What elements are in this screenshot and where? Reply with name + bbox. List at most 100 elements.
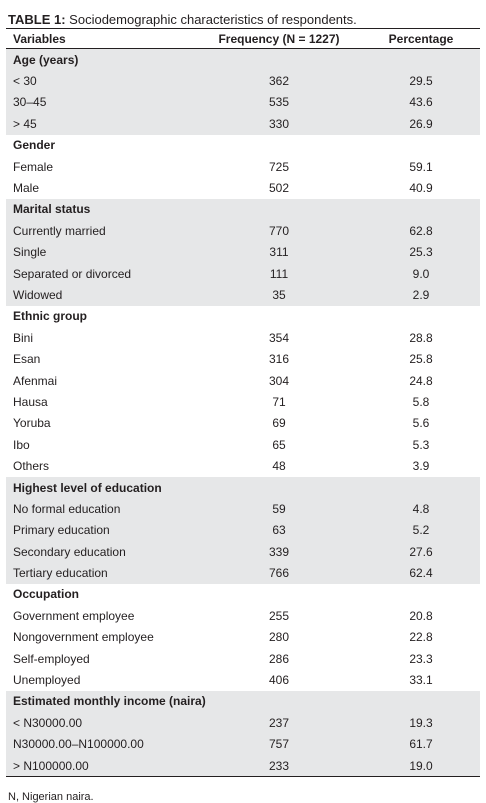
row-frequency: 280: [268, 630, 290, 645]
row-percentage: 23.3: [409, 651, 433, 666]
table-row: Afenmai 304 24.8: [6, 370, 480, 391]
row-percentage: 5.3: [412, 437, 430, 452]
table-row: < 30 362 29.5: [6, 70, 480, 92]
row-frequency: 233: [196, 754, 362, 778]
row-frequency: 255: [268, 608, 290, 623]
table-caption: TABLE 1: Sociodemographic characteristic…: [6, 12, 480, 28]
table-row: Esan 316 25.8: [6, 348, 480, 369]
section-title: Gender: [13, 138, 56, 153]
row-percentage: 27.6: [362, 540, 480, 563]
table-row: No formal education 59 4.8: [6, 498, 480, 520]
table-row: Government employee 255 20.8: [6, 605, 480, 626]
row-label: < 30: [6, 70, 196, 92]
section-title: Estimated monthly income (naira): [6, 690, 480, 713]
table-row: Single 311 25.3: [6, 241, 480, 263]
row-label: > 45: [6, 113, 196, 135]
row-percentage: 33.1: [409, 673, 433, 688]
row-frequency: 766: [196, 562, 362, 584]
section-title: Age (years): [6, 48, 480, 71]
row-frequency: 59: [196, 498, 362, 520]
row-percentage: 24.8: [409, 373, 433, 388]
row-label: Single: [6, 241, 196, 263]
table-row: 30–45 535 43.6: [6, 91, 480, 114]
table-row: N30000.00–N100000.00 757 61.7: [6, 733, 480, 755]
row-frequency: 69: [272, 416, 286, 431]
row-label: Ibo: [13, 437, 30, 452]
row-percentage: 22.8: [409, 630, 433, 645]
row-frequency: 71: [272, 394, 286, 409]
row-percentage: 25.3: [362, 241, 480, 263]
table-row: Widowed 35 2.9: [6, 284, 480, 306]
section-header-row: Highest level of education: [6, 476, 480, 499]
row-percentage: 29.5: [362, 70, 480, 92]
row-frequency: 339: [196, 540, 362, 563]
row-label: Bini: [13, 330, 34, 345]
row-frequency: 286: [268, 651, 290, 666]
table-footnote: N, Nigerian naira.: [8, 791, 94, 803]
row-frequency: 63: [196, 519, 362, 541]
section-header-row: Marital status: [6, 198, 480, 221]
row-label: Afenmai: [13, 373, 58, 388]
table-row: Secondary education 339 27.6: [6, 540, 480, 563]
table-row: Others 48 3.9: [6, 455, 480, 476]
row-frequency: 65: [272, 437, 286, 452]
section-title: Highest level of education: [6, 476, 480, 499]
row-percentage: 20.8: [409, 608, 433, 623]
row-frequency: 362: [196, 70, 362, 92]
table-row: Nongovernment employee 280 22.8: [6, 627, 480, 648]
row-label: Secondary education: [6, 540, 196, 563]
row-percentage: 26.9: [362, 113, 480, 135]
row-percentage: 59.1: [409, 159, 433, 174]
row-percentage: 43.6: [362, 91, 480, 114]
sociodemographic-table: Variables Frequency (N = 1227) Percentag…: [6, 28, 480, 778]
row-percentage: 19.0: [362, 754, 480, 778]
row-frequency: 330: [196, 113, 362, 135]
row-percentage: 61.7: [362, 733, 480, 755]
header-frequency: Frequency (N = 1227): [196, 28, 362, 49]
row-percentage: 40.9: [409, 181, 433, 196]
row-label: 30–45: [6, 91, 196, 114]
table-row: Yoruba 69 5.6: [6, 413, 480, 434]
row-percentage: 9.0: [362, 262, 480, 285]
row-label: Male: [13, 181, 40, 196]
row-label: Others: [13, 459, 50, 474]
section-title: Occupation: [13, 587, 80, 602]
row-percentage: 2.9: [362, 284, 480, 306]
row-label: Currently married: [6, 220, 196, 242]
row-percentage: 4.8: [362, 498, 480, 520]
table-row: > 45 330 26.9: [6, 113, 480, 135]
row-frequency: 725: [268, 159, 290, 174]
table-row: Male 502 40.9: [6, 177, 480, 198]
row-label: Unemployed: [13, 673, 81, 688]
row-label: Esan: [13, 352, 41, 367]
row-frequency: 237: [196, 712, 362, 734]
row-frequency: 757: [196, 733, 362, 755]
row-percentage: 3.9: [412, 459, 430, 474]
header-variables: Variables: [6, 28, 196, 49]
table-row: Ibo 65 5.3: [6, 434, 480, 455]
table-row: Bini 354 28.8: [6, 327, 480, 348]
row-percentage: 28.8: [409, 330, 433, 345]
caption-text: Sociodemographic characteristics of resp…: [69, 12, 357, 27]
row-label: Nongovernment employee: [13, 630, 154, 645]
table-row: < N30000.00 237 19.3: [6, 712, 480, 734]
section-title: Marital status: [6, 198, 480, 221]
row-percentage: 5.6: [412, 416, 430, 431]
row-label: Widowed: [6, 284, 196, 306]
row-label: Government employee: [13, 608, 135, 623]
header-row: Variables Frequency (N = 1227) Percentag…: [6, 28, 480, 49]
row-frequency: 502: [268, 181, 290, 196]
row-percentage: 5.2: [362, 519, 480, 541]
row-frequency: 354: [268, 330, 290, 345]
row-frequency: 316: [268, 352, 290, 367]
section-header-row: Estimated monthly income (naira): [6, 690, 480, 713]
table-row: Currently married 770 62.8: [6, 220, 480, 242]
row-label: < N30000.00: [6, 712, 196, 734]
row-label: Female: [13, 159, 54, 174]
row-label: No formal education: [6, 498, 196, 520]
caption-label: TABLE 1:: [8, 12, 66, 27]
row-label: Yoruba: [13, 416, 51, 431]
row-frequency: 111: [196, 262, 362, 285]
section-header-row: Age (years): [6, 48, 480, 71]
row-frequency: 770: [196, 220, 362, 242]
